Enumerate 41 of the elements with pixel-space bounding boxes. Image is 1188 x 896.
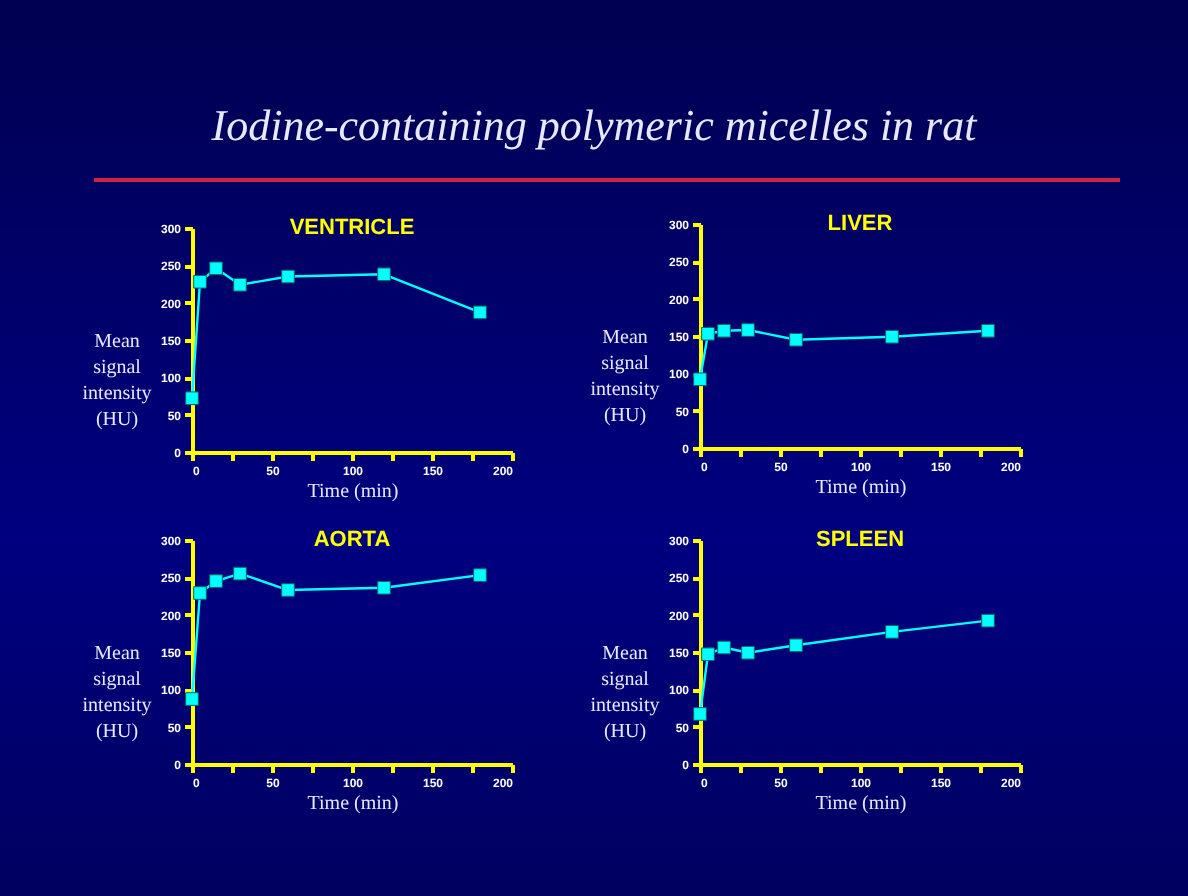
point	[741, 645, 755, 660]
point	[473, 305, 487, 320]
x-axis-title: Time (min)	[307, 481, 399, 503]
point	[981, 323, 995, 338]
point	[281, 269, 295, 284]
point	[377, 580, 391, 595]
point	[473, 568, 487, 582]
text: Iodine-containing polymeric micelles in rat	[209, 100, 980, 152]
y-axis-title: Mean signal intensity (HU)	[590, 643, 660, 743]
x-axis-title: Time (min)	[307, 793, 399, 815]
point	[789, 638, 803, 653]
point	[185, 391, 199, 406]
point	[209, 261, 223, 276]
point	[193, 586, 207, 600]
point	[885, 625, 899, 639]
point	[233, 566, 247, 581]
point	[701, 647, 715, 662]
point	[789, 332, 803, 347]
point	[281, 583, 295, 597]
chart-title: LIVER	[827, 212, 893, 236]
point	[701, 326, 715, 341]
point	[693, 372, 707, 387]
x-axis-title: Time (min)	[815, 477, 907, 499]
point	[981, 613, 995, 628]
chart-title: AORTA	[313, 528, 391, 552]
x-axis-title: Time (min)	[815, 793, 907, 815]
point	[193, 274, 207, 289]
point	[233, 277, 247, 292]
point	[717, 640, 731, 655]
point	[185, 692, 199, 706]
point	[885, 329, 899, 344]
point	[693, 707, 707, 721]
point	[741, 323, 755, 337]
chart-title: SPLEEN	[815, 528, 905, 552]
point	[209, 574, 223, 588]
y-axis-title: Mean signal intensity (HU)	[82, 331, 152, 431]
point	[717, 323, 731, 338]
chart-title: VENTRICLE	[289, 216, 415, 240]
y-axis-title: Mean signal intensity (HU)	[82, 643, 152, 743]
point	[377, 267, 391, 282]
y-axis-title: Mean signal intensity (HU)	[590, 327, 660, 427]
